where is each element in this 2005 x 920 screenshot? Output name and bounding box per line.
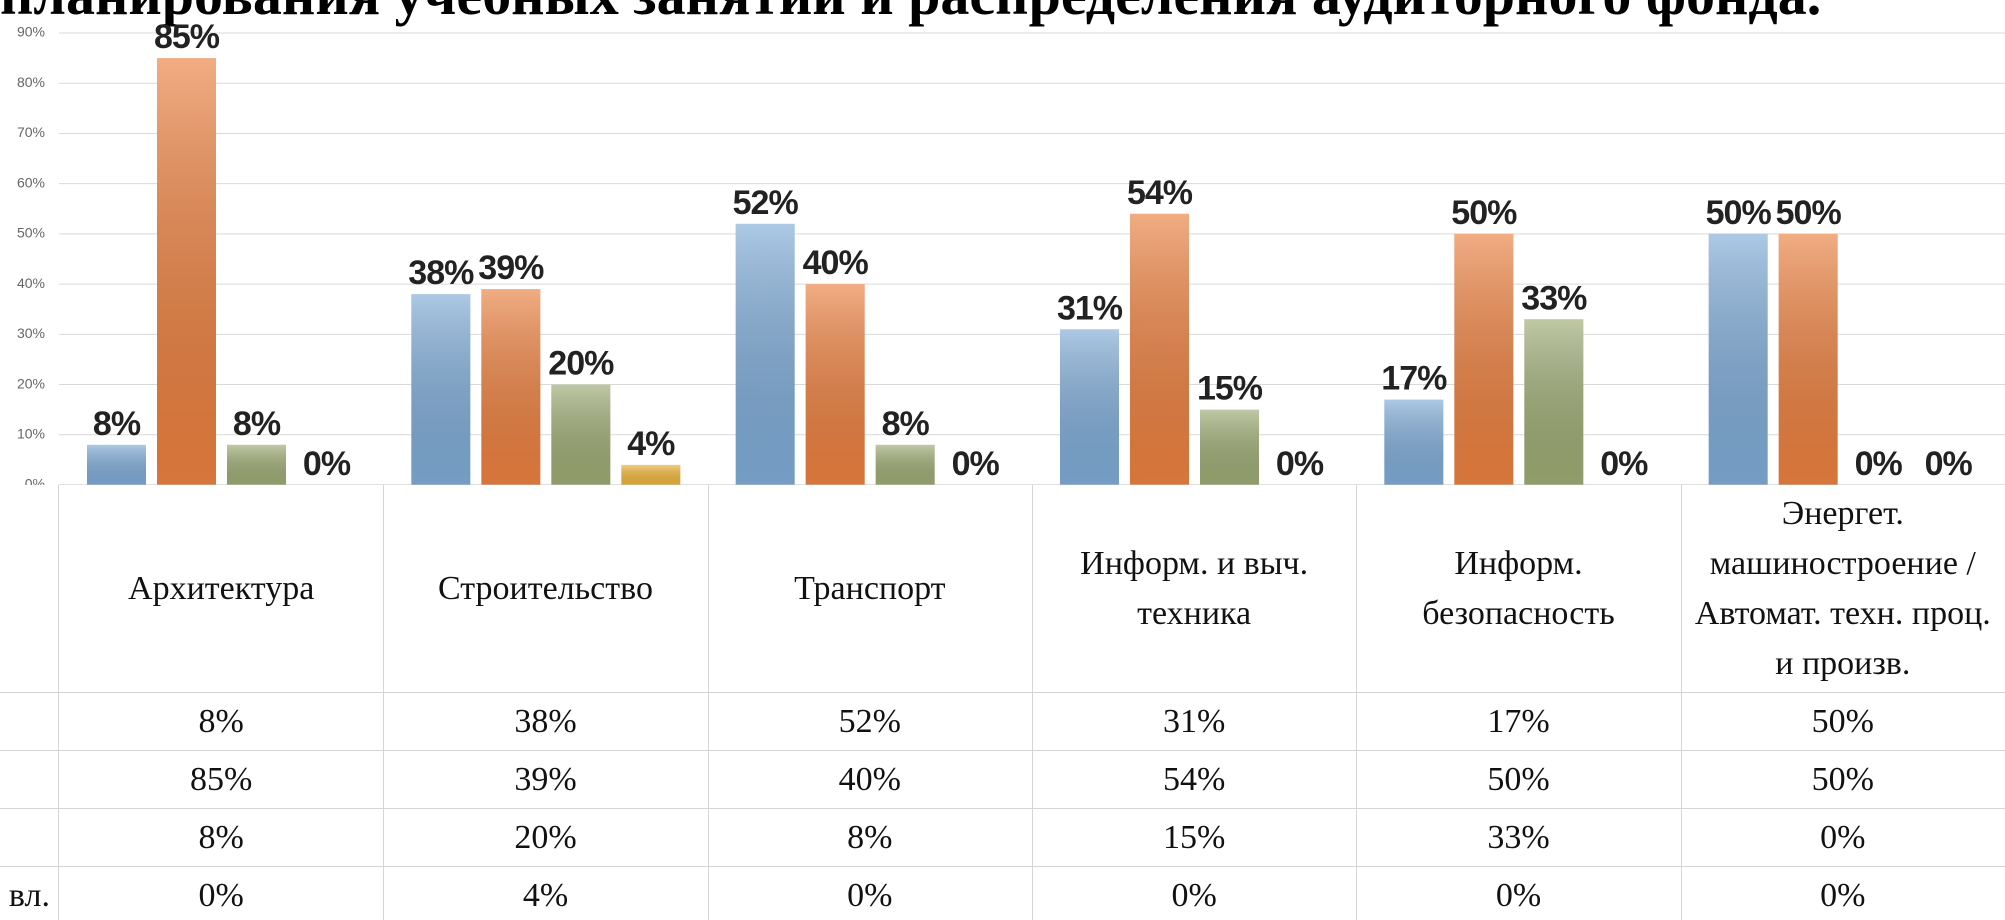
table-value: 50% <box>1356 751 1682 809</box>
table-value: 33% <box>1356 809 1682 867</box>
table-value: 0% <box>708 867 1033 920</box>
data-table: Архитектура Строительство Транспорт Информ.… <box>0 485 2005 920</box>
data-label: 0% <box>952 445 1000 483</box>
table-value: 31% <box>1032 693 1358 751</box>
data-label: 8% <box>882 405 930 443</box>
data-label: 38% <box>408 254 474 292</box>
data-label: 50% <box>1706 194 1772 232</box>
table-value: 52% <box>707 693 1033 751</box>
bar-shine <box>1708 233 1768 485</box>
data-label: 0% <box>1855 445 1903 483</box>
table-value: 85% <box>59 751 385 809</box>
data-label: 4% <box>627 425 675 463</box>
table-value: 38% <box>383 693 709 751</box>
row-label: вл. <box>0 867 59 920</box>
row-label <box>0 693 59 751</box>
data-label: 17% <box>1381 360 1447 398</box>
y-tick-label: 70% <box>17 124 45 140</box>
data-label: 0% <box>1276 445 1324 483</box>
table-value: 40% <box>707 751 1033 809</box>
data-label: 50% <box>1451 194 1517 232</box>
row-label <box>0 809 59 867</box>
table-value: 0% <box>1032 867 1358 920</box>
bar-shine <box>1200 409 1259 485</box>
data-label: 8% <box>233 405 281 443</box>
category-label: Строительство <box>383 485 709 693</box>
y-tick-label: 40% <box>17 275 45 291</box>
bar-shine <box>87 444 146 485</box>
bar-shine <box>481 289 541 485</box>
bar-shine <box>621 464 681 485</box>
table-value: 39% <box>383 751 709 809</box>
table-value: 0% <box>1680 809 2005 867</box>
category-label: Архитектура <box>59 485 385 693</box>
data-label: 54% <box>1127 174 1193 212</box>
data-label: 20% <box>548 345 614 383</box>
category-label: Информ. безопасность <box>1356 485 1682 693</box>
table-value: 54% <box>1032 751 1358 809</box>
y-tick-label: 90% <box>17 24 45 40</box>
bar-shine <box>1454 233 1514 485</box>
chart-title: планирования учебных занятий и распредел… <box>0 0 1821 27</box>
data-label: 33% <box>1521 279 1587 317</box>
table-value: 15% <box>1032 809 1358 867</box>
data-label: 85% <box>154 18 220 56</box>
data-label: 15% <box>1197 370 1263 408</box>
bar-shine <box>157 58 216 485</box>
bar-shine <box>1778 233 1838 485</box>
bar-shine <box>1060 329 1119 485</box>
data-label: 40% <box>803 244 869 282</box>
y-tick-label: 60% <box>17 174 45 190</box>
data-label: 31% <box>1057 289 1123 327</box>
table-value: 50% <box>1680 751 2005 809</box>
y-tick-label: 80% <box>17 74 45 90</box>
bar-shine <box>875 444 935 485</box>
y-tick-label: 20% <box>17 375 45 391</box>
row-label <box>0 751 59 809</box>
table-value: 0% <box>1356 867 1682 920</box>
bar-shine <box>551 384 611 485</box>
bar-shine <box>805 284 865 485</box>
table-value: 8% <box>707 809 1033 867</box>
category-label: Транспорт <box>707 485 1033 693</box>
data-label: 0% <box>1925 445 1973 483</box>
table-value: 20% <box>383 809 709 867</box>
table-value: 4% <box>383 867 709 920</box>
data-label: 52% <box>733 184 799 222</box>
category-label: Информ. и выч. техника <box>1032 485 1358 693</box>
table-value: 17% <box>1356 693 1682 751</box>
bar-shine <box>735 223 795 485</box>
y-tick-label: 30% <box>17 325 45 341</box>
category-label: Энергет. машиностроение /Автомат. техн. … <box>1680 485 2005 693</box>
table-value: 8% <box>59 693 385 751</box>
bar-shine <box>1384 399 1444 485</box>
data-label: 50% <box>1776 194 1842 232</box>
y-tick-label: 50% <box>17 225 45 241</box>
data-label: 0% <box>1600 445 1648 483</box>
bar-shine <box>227 444 286 485</box>
y-tick-label: 10% <box>17 425 45 441</box>
chart: планирования учебных занятий и распредел… <box>0 0 2005 485</box>
table-corner <box>0 485 59 693</box>
bar-shine <box>1524 319 1584 485</box>
table-value: 0% <box>59 867 385 920</box>
data-label: 8% <box>93 405 141 443</box>
bar-shine <box>1130 213 1189 485</box>
table-value: 50% <box>1680 693 2005 751</box>
data-label: 39% <box>478 249 544 287</box>
bar-shine <box>411 294 471 485</box>
table-value: 0% <box>1681 867 2005 920</box>
data-label: 0% <box>303 445 351 483</box>
table-value: 8% <box>59 809 385 867</box>
y-tick-label: 0% <box>25 476 45 485</box>
